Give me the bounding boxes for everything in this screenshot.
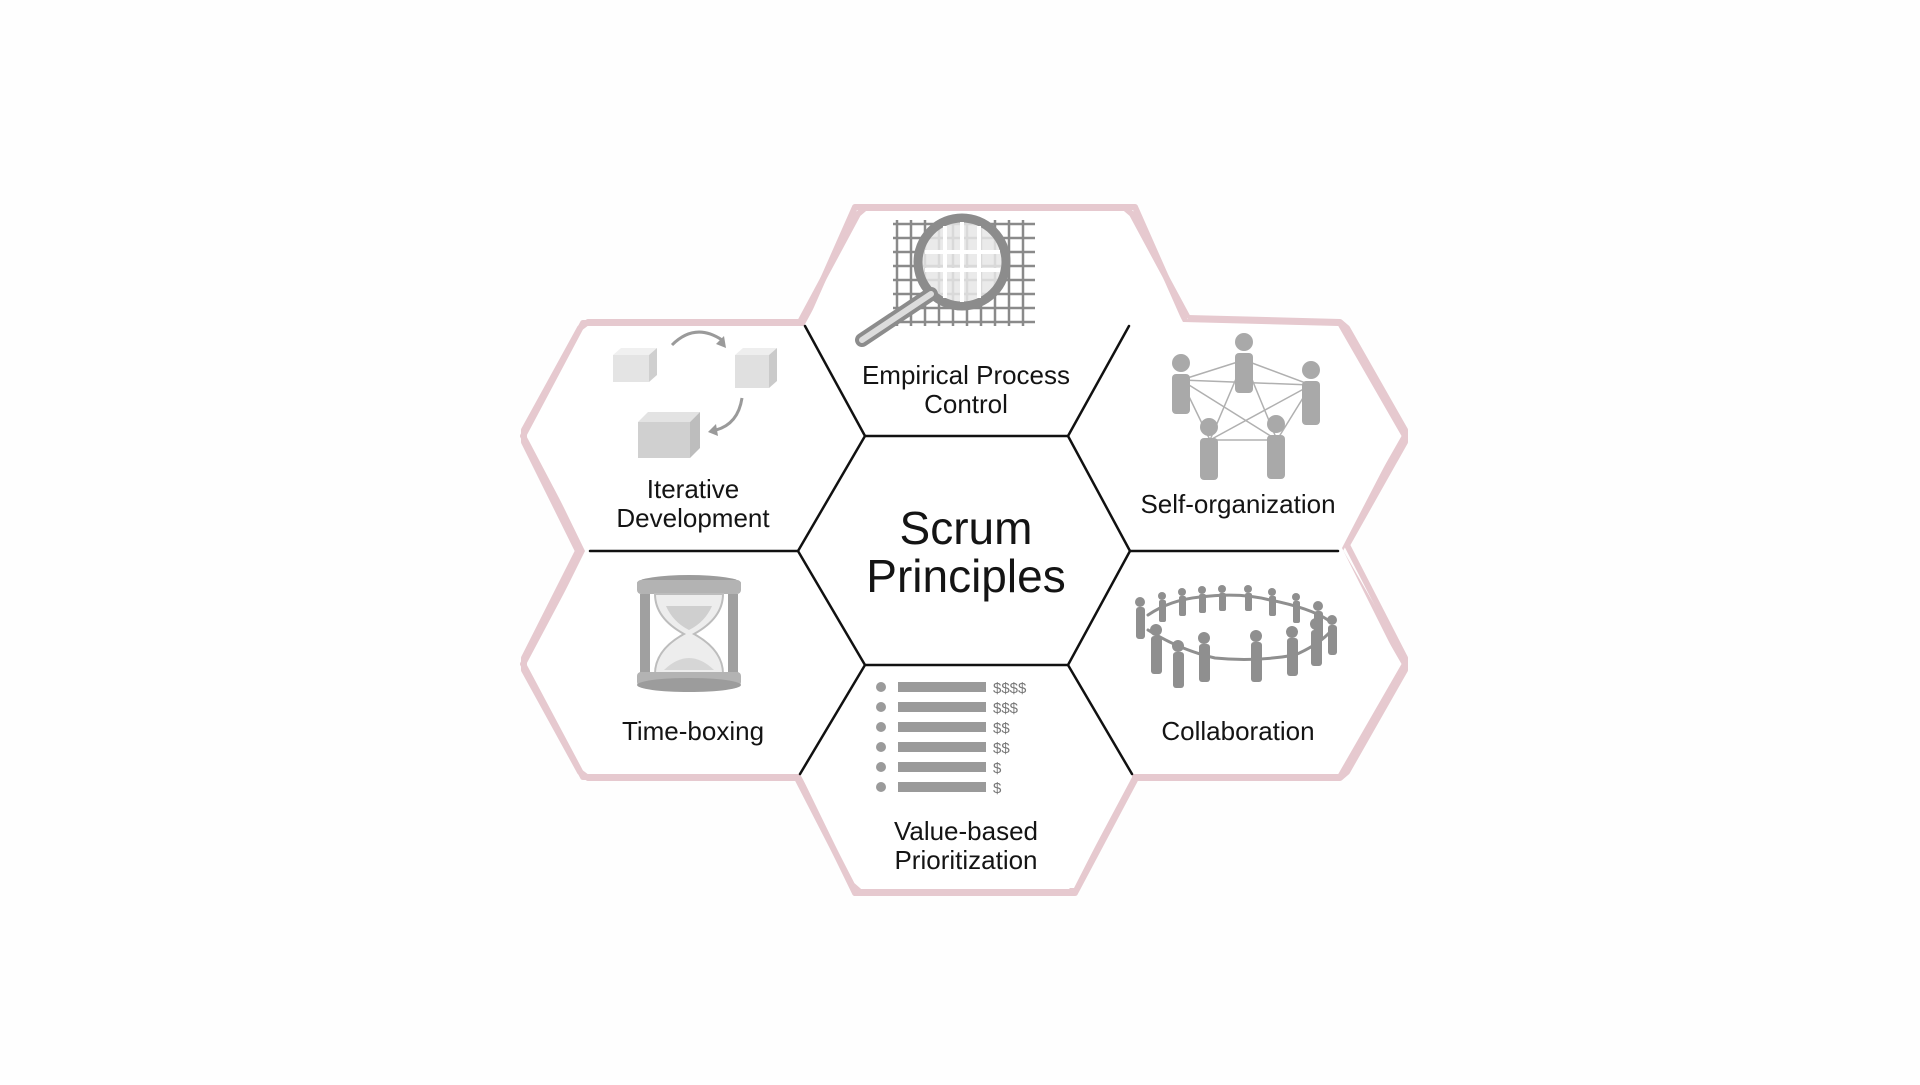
list-bar [898,762,986,772]
magnifier-grid-icon [855,213,1035,347]
empirical-label-line1: Empirical Process [862,360,1070,390]
honeycomb-outer-outline [521,205,1408,895]
value-label-line1: Value-based [894,816,1038,846]
list-value-6: $ [993,780,1002,797]
empirical-label-line2: Control [924,389,1008,419]
list-bullet [876,702,886,712]
list-bar [898,782,986,792]
list-bar [898,682,986,692]
value-label-line2: Prioritization [894,845,1037,875]
list-bullet [876,682,886,692]
list-bullet [876,782,886,792]
prioritized-list-icon: $$$$ $$$ $$ $$ $ $ [876,680,1027,797]
cubes-cycle-icon [613,330,777,458]
list-bar [898,722,986,732]
center-title-line2: Principles [866,550,1065,602]
iterative-label-line2: Development [616,503,770,533]
list-value-5: $ [993,760,1002,777]
list-value-4: $$ [993,740,1010,757]
list-value-3: $$ [993,720,1010,737]
list-bar [898,702,986,712]
list-value-1: $$$$ [993,680,1027,697]
list-bullet [876,762,886,772]
list-bullet [876,722,886,732]
center-title-line1: Scrum [900,502,1033,554]
people-network-icon [1172,333,1320,480]
list-bar [898,742,986,752]
collaboration-label: Collaboration [1161,716,1314,746]
hourglass-icon [637,575,741,692]
iterative-label-line1: Iterative [647,474,740,504]
inner-hex-lines [588,324,1340,776]
list-bullet [876,742,886,752]
time-boxing-label: Time-boxing [622,716,764,746]
list-value-2: $$$ [993,700,1019,717]
self-organization-label: Self-organization [1140,489,1335,519]
people-circle-icon [1135,585,1337,688]
